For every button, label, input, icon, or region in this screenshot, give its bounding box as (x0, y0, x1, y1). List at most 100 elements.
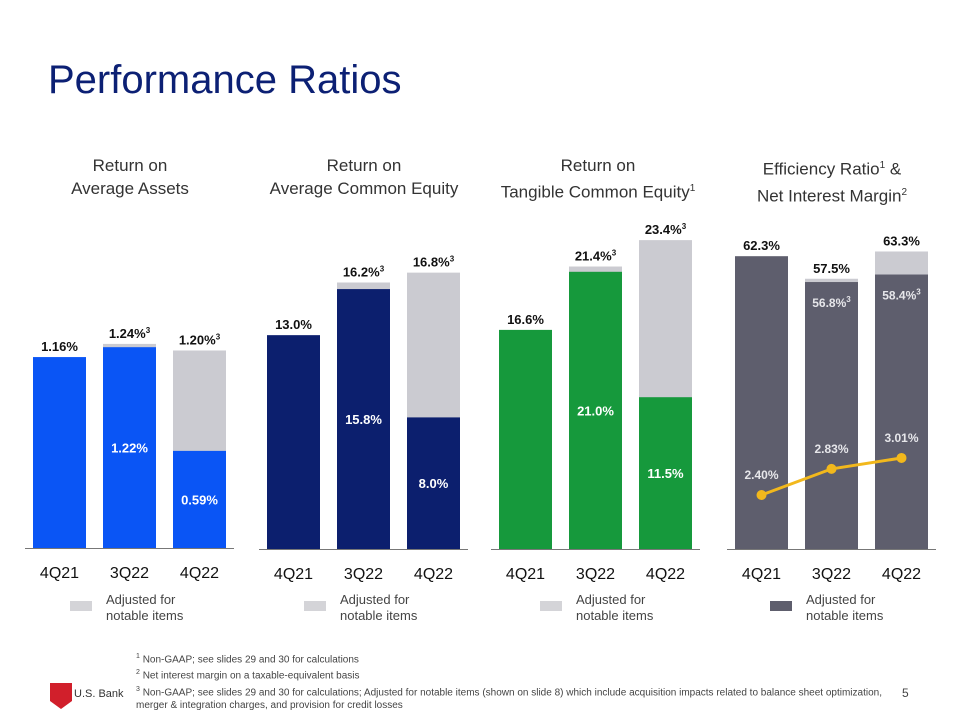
footnote: 3 Non-GAAP; see slides 29 and 30 for cal… (136, 683, 882, 699)
footnote-ref: 3 (916, 288, 921, 297)
data-label-reported: 63.3% (883, 233, 920, 248)
chart-title-efficiency-nim: Efficiency Ratio1 & Net Interest Margin2 (717, 154, 947, 207)
footnote-text: Non-GAAP; see slides 29 and 30 for calcu… (142, 654, 359, 666)
x-tick-label: 3Q22 (344, 566, 383, 583)
chart-title-line: Net Interest Margin2 (717, 181, 947, 208)
footnote-ref: 1 (879, 160, 886, 171)
legend-swatch (770, 601, 792, 611)
legend-label: notable items (806, 608, 884, 623)
chart-title-line: Return on (92, 156, 168, 175)
data-label-reported: 15.8% (345, 412, 382, 427)
footnote-ref: 3 (216, 332, 221, 341)
footnote-num: 1 (136, 653, 140, 660)
footnote-num: 3 (136, 685, 140, 693)
page-number: 5 (902, 686, 909, 700)
x-tick-label: 4Q22 (882, 566, 921, 583)
footnote-text: merger & integration charges, and provis… (136, 699, 403, 711)
data-label-reported: 1.16% (41, 339, 78, 354)
brand-name: U.S. Bank (74, 688, 124, 700)
legend-swatch (70, 601, 92, 611)
data-label-adjusted: 23.4%3 (645, 222, 687, 237)
bar-3Q22 (103, 347, 156, 548)
legend-label: Adjusted for (340, 592, 410, 607)
footnote-text: Net interest margin on a taxable-equival… (142, 670, 360, 682)
footnotes: 1 Non-GAAP; see slides 29 and 30 for cal… (136, 650, 882, 712)
data-label-reported: 57.5% (813, 261, 850, 276)
footnote-num: 2 (136, 669, 140, 677)
data-label-reported: 1.22% (111, 441, 148, 456)
x-tick-label: 4Q21 (274, 566, 313, 583)
data-label-adjusted: 1.24%3 (109, 326, 151, 341)
data-label-adjusted: 58.4%3 (882, 288, 921, 303)
x-tick-label: 4Q21 (506, 566, 545, 583)
footnote: merger & integration charges, and provis… (136, 699, 882, 712)
us-bank-shield-logo (50, 683, 72, 709)
footnote-ref: 3 (682, 222, 687, 231)
bar-4Q21 (499, 329, 552, 549)
x-tick-label: 3Q22 (110, 565, 149, 582)
data-label-adjusted: 1.20%3 (179, 332, 221, 347)
x-tick-label: 4Q21 (40, 565, 79, 582)
chart-title-roace: Return on Average Common Equity (249, 154, 479, 200)
x-tick-label: 4Q21 (742, 566, 781, 583)
legend-label: Adjusted for (806, 592, 876, 607)
bar-4Q22 (407, 417, 460, 549)
legend-label: Adjusted for (106, 592, 176, 607)
bar-4Q21 (735, 256, 788, 549)
chart-title-text: Net Interest Margin (756, 186, 902, 206)
footnote-ref: 1 (689, 183, 696, 194)
footnote-ref: 3 (846, 295, 851, 304)
nim-point-3Q22 (826, 463, 837, 474)
data-label-reported: 13.0% (275, 317, 312, 332)
nim-data-label: 2.40% (744, 468, 778, 482)
data-label-adjusted: 56.8%3 (812, 295, 851, 310)
nim-data-label: 3.01% (884, 431, 918, 445)
data-label-adjusted: 16.2%3 (343, 265, 385, 280)
nim-point-4Q21 (756, 490, 767, 500)
nim-point-4Q22 (896, 452, 907, 463)
bar-3Q22 (805, 282, 858, 549)
footnote: 1 Non-GAAP; see slides 29 and 30 for cal… (136, 650, 882, 666)
x-tick-label: 4Q22 (414, 566, 453, 583)
chart-title-line: Average Assets (71, 179, 189, 198)
footnote-ref: 3 (612, 249, 617, 258)
bar-4Q22 (639, 397, 692, 549)
chart-title-line: Return on (560, 156, 636, 175)
data-label-reported: 0.59% (181, 492, 218, 507)
x-tick-label: 4Q22 (646, 566, 685, 583)
chart-title-line: Tangible Common Equity1 (483, 177, 713, 204)
chart-title-roaa: Return on Average Assets (15, 154, 245, 200)
footnote-ref: 2 (901, 186, 908, 198)
data-label-reported: 21.0% (577, 403, 614, 418)
legend-adjusted-efficiency: Adjusted for notable items (770, 592, 884, 624)
footnote-ref: 3 (146, 326, 151, 335)
chart-title-text: Efficiency Ratio (762, 159, 880, 179)
legend-label: notable items (340, 608, 418, 623)
bar-4Q22 (173, 450, 226, 548)
x-tick-label: 3Q22 (576, 566, 615, 583)
x-tick-label: 4Q22 (180, 565, 219, 582)
legend-swatch (304, 601, 326, 611)
bar-4Q21 (267, 335, 320, 549)
bar-4Q22 (875, 274, 928, 549)
data-label-reported: 8.0% (419, 476, 449, 491)
bar-3Q22 (337, 289, 390, 549)
legend-adjusted-roaa: Adjusted for notable items (70, 592, 183, 624)
chart-title-line: Efficiency Ratio1 & (717, 154, 947, 181)
legend-adjusted-roace: Adjusted for notable items (304, 592, 418, 624)
page-title: Performance Ratios (48, 58, 402, 102)
legend-label: notable items (576, 608, 654, 623)
data-label-reported: 11.5% (647, 466, 684, 481)
data-label-adjusted: 16.8%3 (413, 255, 455, 270)
chart-title-line: Return on (326, 156, 402, 175)
legend-adjusted-rotce: Adjusted for notable items (540, 592, 654, 624)
data-label-adjusted: 21.4%3 (575, 249, 617, 264)
footnote-ref: 3 (380, 265, 385, 274)
bar-4Q21 (33, 357, 86, 548)
data-label-reported: 62.3% (743, 238, 780, 253)
chart-title-line: Average Common Equity (269, 179, 459, 198)
x-tick-label: 3Q22 (812, 566, 851, 583)
footnote: 2 Net interest margin on a taxable-equiv… (136, 666, 882, 682)
chart-title-text: & (885, 159, 902, 179)
